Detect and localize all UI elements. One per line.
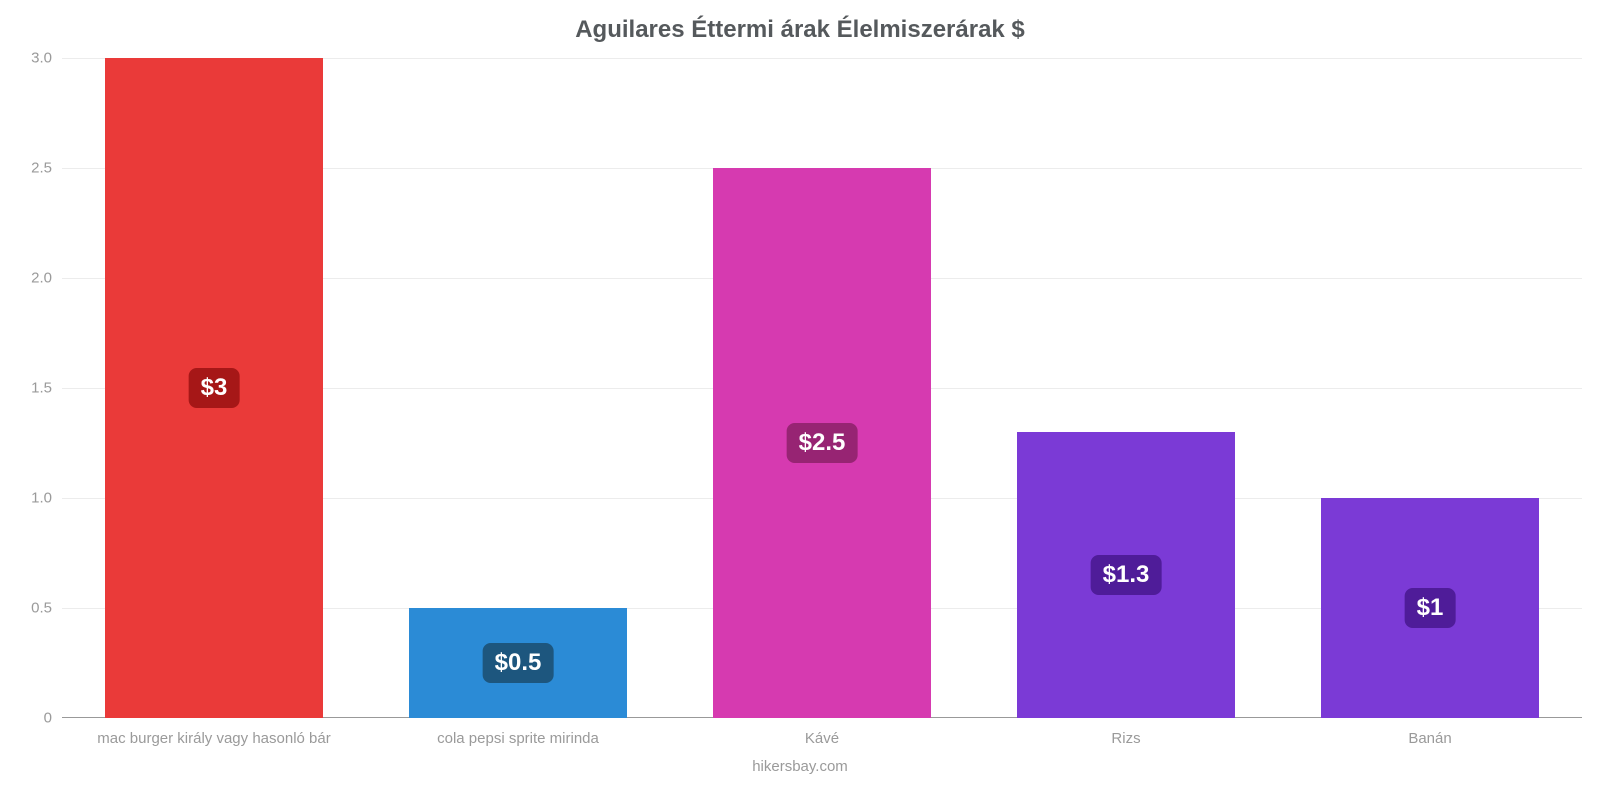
bar-value-label: $3 (189, 368, 240, 408)
x-tick-label: Rizs (974, 730, 1278, 747)
y-tick-label: 0 (4, 710, 52, 727)
y-tick-label: 3.0 (4, 50, 52, 67)
price-bar-chart: Aguilares Éttermi árak Élelmiszerárak $ … (0, 0, 1600, 800)
bar-value-label: $2.5 (787, 423, 858, 463)
x-tick-label: Kávé (670, 730, 974, 747)
chart-footer: hikersbay.com (0, 758, 1600, 775)
bar: $3 (105, 58, 324, 718)
bar-value-label: $1 (1405, 588, 1456, 628)
bar-value-label: $1.3 (1091, 555, 1162, 595)
x-tick-label: cola pepsi sprite mirinda (366, 730, 670, 747)
bar-value-label: $0.5 (483, 643, 554, 683)
bar: $1.3 (1017, 432, 1236, 718)
y-tick-label: 1.0 (4, 490, 52, 507)
bar: $0.5 (409, 608, 628, 718)
plot-area: $3 $0.5 $2.5 $1.3 $1 (62, 58, 1582, 718)
y-tick-label: 2.0 (4, 270, 52, 287)
x-tick-label: mac burger király vagy hasonló bár (62, 730, 366, 747)
y-tick-label: 0.5 (4, 600, 52, 617)
bar: $2.5 (713, 168, 932, 718)
x-tick-label: Banán (1278, 730, 1582, 747)
y-tick-label: 2.5 (4, 160, 52, 177)
y-tick-label: 1.5 (4, 380, 52, 397)
bar: $1 (1321, 498, 1540, 718)
chart-title: Aguilares Éttermi árak Élelmiszerárak $ (0, 16, 1600, 44)
